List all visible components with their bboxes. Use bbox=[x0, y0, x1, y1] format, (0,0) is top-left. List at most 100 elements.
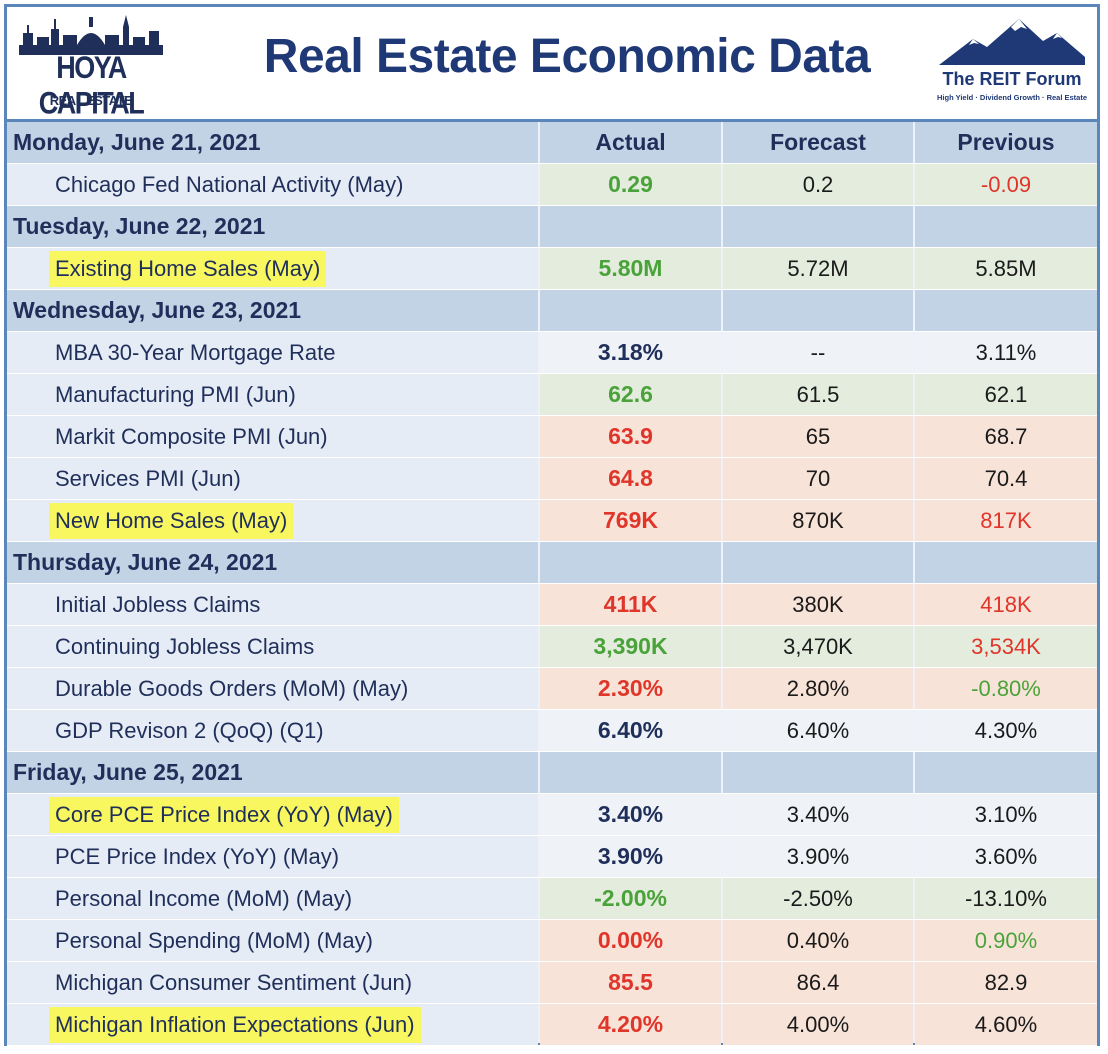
indicator-label: Personal Income (MoM) (May) bbox=[55, 886, 353, 911]
table-row: Chicago Fed National Activity (May) 0.29 0… bbox=[7, 164, 1097, 206]
indicator-label: Continuing Jobless Claims bbox=[55, 634, 315, 659]
table-row: Continuing Jobless Claims 3,390K 3,470K 3,5… bbox=[7, 626, 1097, 668]
forecast-value: -- bbox=[723, 332, 913, 373]
table-row: Services PMI (Jun) 64.8 70 70.4 bbox=[7, 458, 1097, 500]
indicator-label: Michigan Inflation Expectations (Jun) bbox=[49, 1007, 421, 1043]
indicator-cell: Initial Jobless Claims bbox=[7, 584, 538, 625]
previous-value: -0.80% bbox=[915, 668, 1097, 709]
table-row: MBA 30-Year Mortgage Rate 3.18% -- 3.11% bbox=[7, 332, 1097, 374]
indicator-cell: Services PMI (Jun) bbox=[7, 458, 538, 499]
table-row: Personal Spending (MoM) (May) 0.00% 0.40% 0… bbox=[7, 920, 1097, 962]
indicator-label: Chicago Fed National Activity (May) bbox=[55, 172, 404, 197]
header: HOYA CAPITAL REAL ESTATE Real Estate Eco… bbox=[7, 7, 1097, 122]
column-header-previous bbox=[915, 752, 1097, 793]
indicator-label: New Home Sales (May) bbox=[49, 503, 294, 539]
indicator-cell: Personal Income (MoM) (May) bbox=[7, 878, 538, 919]
table-row: Durable Goods Orders (MoM) (May) 2.30% 2.8… bbox=[7, 668, 1097, 710]
capitol-skyline-icon bbox=[19, 15, 163, 55]
previous-value: 3,534K bbox=[915, 626, 1097, 667]
previous-value: 418K bbox=[915, 584, 1097, 625]
forecast-value: 6.40% bbox=[723, 710, 913, 751]
column-header-forecast bbox=[723, 290, 913, 331]
hoya-capital-logo: HOYA CAPITAL REAL ESTATE bbox=[17, 15, 167, 121]
table-row: GDP Revison 2 (QoQ) (Q1) 6.40% 6.40% 4.30% bbox=[7, 710, 1097, 752]
indicator-cell: Core PCE Price Index (YoY) (May) bbox=[7, 794, 538, 835]
previous-value: 3.60% bbox=[915, 836, 1097, 877]
indicator-label: PCE Price Index (YoY) (May) bbox=[55, 844, 340, 869]
actual-value: 3.18% bbox=[540, 332, 721, 373]
indicator-cell: PCE Price Index (YoY) (May) bbox=[7, 836, 538, 877]
indicator-label: GDP Revison 2 (QoQ) (Q1) bbox=[55, 718, 324, 743]
table-row: Core PCE Price Index (YoY) (May) 3.40% 3.4… bbox=[7, 794, 1097, 836]
logo-right-name: The REIT Forum bbox=[942, 69, 1082, 89]
date-label: Tuesday, June 22, 2021 bbox=[7, 206, 538, 247]
table-row: Michigan Inflation Expectations (Jun) 4.2… bbox=[7, 1004, 1097, 1046]
table-row: Personal Income (MoM) (May) -2.00% -2.50% -… bbox=[7, 878, 1097, 920]
forecast-value: 2.80% bbox=[723, 668, 913, 709]
table-row: Michigan Consumer Sentiment (Jun) 85.5 86.… bbox=[7, 962, 1097, 1004]
date-label: Thursday, June 24, 2021 bbox=[7, 542, 538, 583]
indicator-label: Initial Jobless Claims bbox=[55, 592, 261, 617]
column-header-forecast bbox=[723, 752, 913, 793]
date-header-row: Wednesday, June 23, 2021 bbox=[7, 290, 1097, 332]
table-row: Manufacturing PMI (Jun) 62.6 61.5 62.1 bbox=[7, 374, 1097, 416]
logo-right-tagline: High Yield · Dividend Growth · Real Esta… bbox=[936, 93, 1088, 102]
forecast-value: 3,470K bbox=[723, 626, 913, 667]
indicator-cell: GDP Revison 2 (QoQ) (Q1) bbox=[7, 710, 538, 751]
date-header-row: Tuesday, June 22, 2021 bbox=[7, 206, 1097, 248]
forecast-value: 5.72M bbox=[723, 248, 913, 289]
actual-value: 0.00% bbox=[540, 920, 721, 961]
forecast-value: 3.90% bbox=[723, 836, 913, 877]
table-row: New Home Sales (May) 769K 870K 817K bbox=[7, 500, 1097, 542]
actual-value: 769K bbox=[540, 500, 721, 541]
table-row: Existing Home Sales (May) 5.80M 5.72M 5.85M bbox=[7, 248, 1097, 290]
table-row: PCE Price Index (YoY) (May) 3.90% 3.90% 3.6… bbox=[7, 836, 1097, 878]
page-title: Real Estate Economic Data bbox=[263, 30, 871, 83]
indicator-label: Michigan Consumer Sentiment (Jun) bbox=[55, 970, 413, 995]
indicator-cell: New Home Sales (May) bbox=[7, 500, 538, 541]
forecast-value: 870K bbox=[723, 500, 913, 541]
mountain-icon bbox=[939, 19, 1085, 65]
date-header-row: Monday, June 21, 2021 Actual Forecast Previ… bbox=[7, 122, 1097, 164]
indicator-label: Services PMI (Jun) bbox=[55, 466, 241, 491]
indicator-cell: Michigan Inflation Expectations (Jun) bbox=[7, 1004, 538, 1045]
indicator-label: Manufacturing PMI (Jun) bbox=[55, 382, 296, 407]
indicator-label: Core PCE Price Index (YoY) (May) bbox=[49, 797, 399, 833]
indicator-cell: Existing Home Sales (May) bbox=[7, 248, 538, 289]
indicator-label: Existing Home Sales (May) bbox=[49, 251, 327, 287]
actual-value: 6.40% bbox=[540, 710, 721, 751]
previous-value: 4.30% bbox=[915, 710, 1097, 751]
indicator-cell: Markit Composite PMI (Jun) bbox=[7, 416, 538, 457]
column-header-actual bbox=[540, 542, 721, 583]
indicator-cell: Chicago Fed National Activity (May) bbox=[7, 164, 538, 205]
previous-value: 68.7 bbox=[915, 416, 1097, 457]
indicator-label: Markit Composite PMI (Jun) bbox=[55, 424, 328, 449]
forecast-value: -2.50% bbox=[723, 878, 913, 919]
column-header-forecast bbox=[723, 542, 913, 583]
actual-value: 3.40% bbox=[540, 794, 721, 835]
actual-value: 3,390K bbox=[540, 626, 721, 667]
indicator-label: Durable Goods Orders (MoM) (May) bbox=[55, 676, 409, 701]
forecast-value: 0.2 bbox=[723, 164, 913, 205]
forecast-value: 61.5 bbox=[723, 374, 913, 415]
date-label: Friday, June 25, 2021 bbox=[7, 752, 538, 793]
forecast-value: 86.4 bbox=[723, 962, 913, 1003]
previous-value: 82.9 bbox=[915, 962, 1097, 1003]
previous-value: 817K bbox=[915, 500, 1097, 541]
forecast-value: 3.40% bbox=[723, 794, 913, 835]
indicator-cell: MBA 30-Year Mortgage Rate bbox=[7, 332, 538, 373]
previous-value: 3.10% bbox=[915, 794, 1097, 835]
date-header-row: Thursday, June 24, 2021 bbox=[7, 542, 1097, 584]
previous-value: -0.09 bbox=[915, 164, 1097, 205]
indicator-cell: Continuing Jobless Claims bbox=[7, 626, 538, 667]
actual-value: 0.29 bbox=[540, 164, 721, 205]
previous-value: -13.10% bbox=[915, 878, 1097, 919]
previous-value: 3.11% bbox=[915, 332, 1097, 373]
forecast-value: 4.00% bbox=[723, 1004, 913, 1045]
logo-left-subtitle: REAL ESTATE bbox=[49, 93, 133, 108]
previous-value: 62.1 bbox=[915, 374, 1097, 415]
forecast-value: 65 bbox=[723, 416, 913, 457]
column-header-previous bbox=[915, 290, 1097, 331]
actual-value: 85.5 bbox=[540, 962, 721, 1003]
previous-value: 70.4 bbox=[915, 458, 1097, 499]
